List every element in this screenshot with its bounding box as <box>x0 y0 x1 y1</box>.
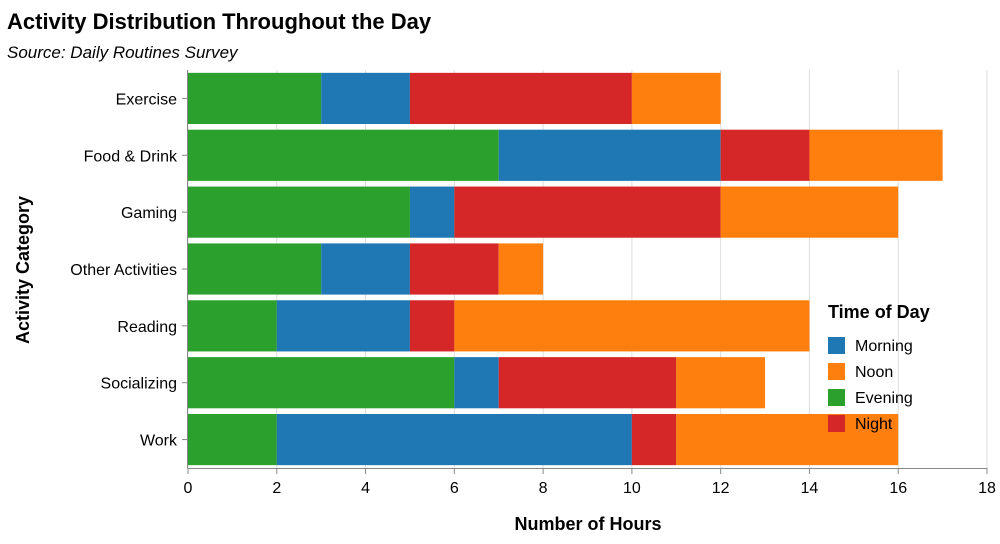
bar-segment <box>276 300 410 352</box>
bar-segment <box>409 186 455 238</box>
bar-segment <box>188 357 455 409</box>
legend-label: Evening <box>855 390 913 407</box>
y-tick-label: Exercise <box>116 91 177 108</box>
legend-label: Noon <box>855 364 893 381</box>
bar-segment <box>188 243 322 295</box>
x-tick-label: 6 <box>450 480 459 497</box>
legend-label: Morning <box>855 338 913 355</box>
bar-segment <box>409 243 499 295</box>
y-tick-label: Socializing <box>101 376 177 393</box>
bar-segment <box>720 186 899 238</box>
x-tick-label: 10 <box>623 480 641 497</box>
legend-label: Night <box>855 416 893 433</box>
bar-segment <box>188 186 410 238</box>
bar-segment <box>276 413 632 466</box>
x-tick-label: 14 <box>801 480 819 497</box>
y-tick-label: Work <box>140 433 178 450</box>
x-axis-title: Number of Hours <box>514 514 661 534</box>
legend-swatch <box>828 389 845 406</box>
legend-title: Time of Day <box>828 302 930 322</box>
chart-subtitle: Source: Daily Routines Survey <box>7 43 239 62</box>
bar-segment <box>498 243 544 295</box>
y-axis-title: Activity Category <box>13 196 33 344</box>
bar-segment <box>809 129 943 181</box>
bar-segment <box>676 413 899 466</box>
x-tick-label: 2 <box>272 480 281 497</box>
bar-segment <box>454 300 810 352</box>
x-tick-label: 12 <box>712 480 730 497</box>
bar-segment <box>631 413 677 466</box>
bars <box>188 72 943 466</box>
axes: 0 2 4 6 8 10 12 14 16 18 Exercise Food & Drink Gamin… <box>70 70 996 497</box>
bar-segment <box>720 129 810 181</box>
bar-segment <box>321 72 410 125</box>
x-tick-label: 4 <box>361 480 370 497</box>
bar-segment <box>188 413 277 466</box>
bar-segment <box>188 72 322 125</box>
bar-segment <box>409 72 632 125</box>
bar-segment <box>676 357 766 409</box>
y-tick-label: Gaming <box>121 205 177 222</box>
bar-segment <box>188 300 277 352</box>
y-tick-label: Food & Drink <box>84 148 178 165</box>
x-tick-label: 0 <box>184 480 193 497</box>
bar-segment <box>321 243 410 295</box>
legend-swatch <box>828 415 845 432</box>
x-tick-label: 8 <box>539 480 548 497</box>
x-tick-label: 18 <box>978 480 996 497</box>
bar-segment <box>188 129 499 181</box>
legend-swatch <box>828 363 845 380</box>
legend-swatch <box>828 337 845 354</box>
bar-segment <box>631 72 721 125</box>
y-tick-label: Other Activities <box>70 262 177 279</box>
bar-segment <box>454 186 721 238</box>
x-tick-label: 16 <box>889 480 907 497</box>
legend: Time of Day Morning Noon Evening Night <box>828 302 930 433</box>
chart-title: Activity Distribution Throughout the Day <box>7 9 432 34</box>
y-tick-label: Reading <box>117 319 177 336</box>
bar-segment <box>454 357 499 409</box>
bar-segment <box>409 300 455 352</box>
bar-segment <box>498 357 677 409</box>
bar-segment <box>498 129 721 181</box>
